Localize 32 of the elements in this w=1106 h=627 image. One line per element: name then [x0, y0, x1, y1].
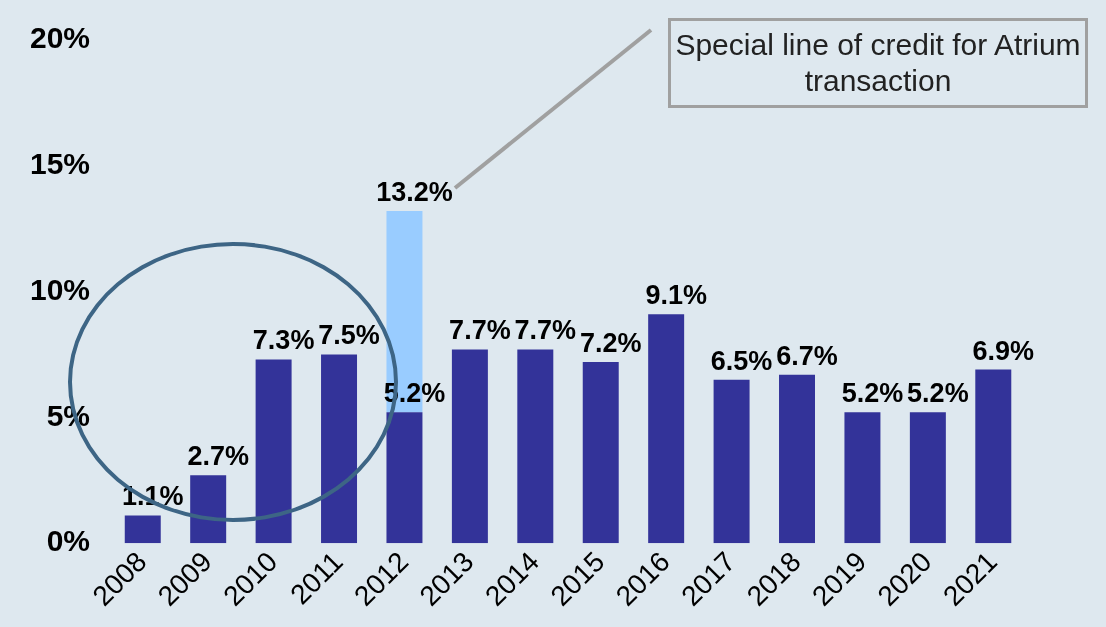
bar — [648, 314, 685, 544]
data-label: 7.3% — [252, 325, 315, 356]
y-tick-label: 0% — [46, 524, 91, 558]
data-label: 6.5% — [710, 345, 773, 376]
total-label: 13.2% — [376, 177, 453, 208]
data-label: 5.2% — [907, 378, 969, 409]
data-label: 5.2% — [841, 378, 904, 409]
data-label: 7.2% — [579, 328, 642, 358]
bar — [909, 412, 946, 544]
bar — [975, 369, 1012, 544]
y-tick-label: 20% — [30, 21, 91, 55]
bar — [124, 515, 161, 544]
data-label: 7.7% — [449, 315, 511, 346]
bar — [255, 359, 292, 544]
bar — [779, 374, 815, 544]
bar — [517, 349, 554, 544]
bar — [582, 362, 619, 544]
y-tick-label: 10% — [30, 272, 91, 306]
bar — [713, 379, 750, 544]
y-tick-label: 15% — [30, 147, 91, 181]
bar — [190, 475, 227, 544]
data-label: 6.7% — [776, 340, 838, 371]
bar — [844, 412, 881, 544]
data-label: 7.7% — [514, 315, 577, 346]
bar — [386, 412, 423, 544]
data-label: 2.7% — [187, 441, 249, 472]
data-label: 6.9% — [972, 335, 1035, 366]
bar — [321, 354, 358, 544]
annotation: Special line of credit for Atrium transaction — [668, 18, 1088, 108]
bar — [451, 349, 488, 544]
data-label: 7.5% — [318, 320, 380, 351]
data-label: 9.1% — [645, 280, 707, 311]
